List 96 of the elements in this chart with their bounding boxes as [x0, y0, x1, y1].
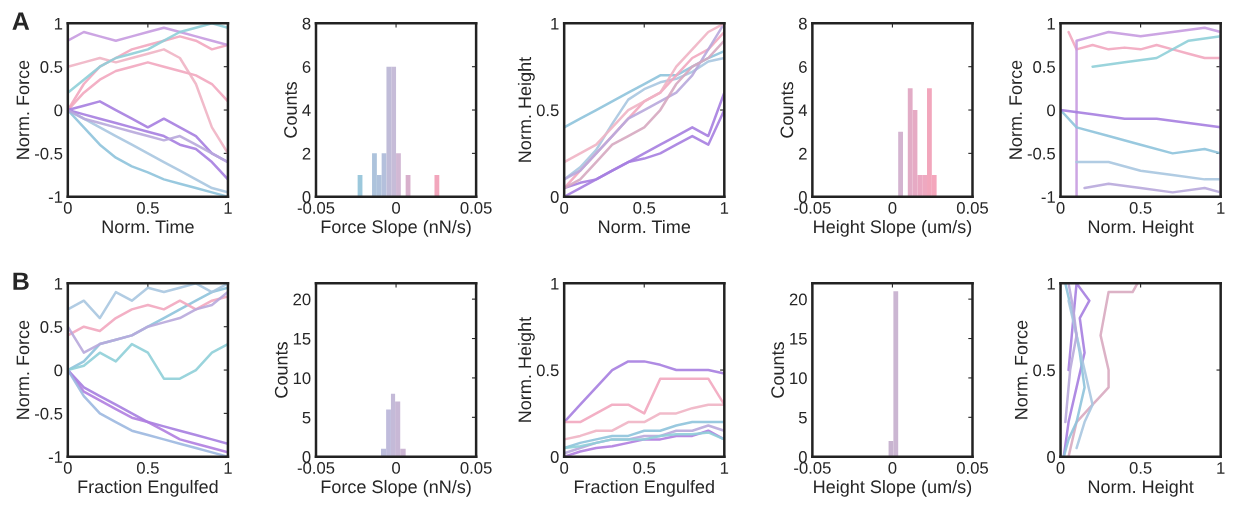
y-axis-title: Norm. Force	[16, 320, 30, 419]
x-tick-label: -0.05	[297, 202, 335, 214]
y-tick-label: 4	[302, 104, 311, 117]
y-tick-label: 1	[551, 17, 559, 30]
text: A	[12, 12, 30, 30]
y-tick-label: 1	[54, 17, 63, 30]
x-tick-label: 0	[392, 462, 401, 474]
y-axis-title: Norm. Height	[517, 56, 535, 162]
y-tick-label: 15	[293, 333, 311, 345]
x-axis-title: Height Slope (um/s)	[814, 219, 972, 237]
x-tick-label: -0.05	[794, 462, 831, 474]
y-axis-title: Counts	[780, 82, 794, 138]
y-tick-label: 2	[302, 147, 311, 160]
y-tick-label: 15	[790, 333, 807, 345]
x-tick-label: 0.5	[136, 462, 159, 474]
x-axis-title: Norm. Height	[1088, 479, 1194, 497]
text: B	[13, 272, 29, 290]
y-tick-label: 0	[302, 191, 311, 203]
x-tick-label: 1	[1217, 202, 1225, 214]
y-tick-label: 1	[1047, 277, 1055, 290]
y-tick-label: 1	[551, 277, 559, 290]
y-tick-label: 0	[798, 191, 807, 203]
y-tick-label: -1	[1041, 191, 1055, 203]
y-tick-label: 0	[54, 364, 63, 377]
x-tick-label: 0.05	[460, 202, 492, 214]
x-axis-title: Norm. Height	[1088, 219, 1194, 237]
y-tick-label: 0	[1047, 451, 1056, 463]
y-axis-title: Counts	[284, 82, 297, 138]
x-tick-label: 1	[224, 202, 232, 214]
x-tick-label: 0	[1056, 202, 1065, 214]
x-tick-label: 0	[888, 202, 897, 214]
y-tick-label: 0	[550, 191, 559, 203]
y-tick-label: 0	[54, 104, 63, 117]
y-tick-label: 0.5	[1033, 61, 1055, 73]
y-tick-label: 4	[798, 104, 808, 117]
x-axis-title: Fraction Engulfed	[574, 479, 714, 497]
x-axis-title: Force Slope (nN/s)	[321, 479, 471, 497]
y-tick-label: 0	[302, 451, 311, 463]
x-axis-title: Height Slope (um/s)	[814, 479, 972, 497]
y-axis-title: Norm. Height	[517, 317, 535, 422]
y-tick-label: 10	[293, 372, 311, 385]
x-tick-label: 0	[63, 202, 72, 214]
y-tick-label: -0.5	[34, 147, 63, 160]
x-tick-label: 0	[560, 202, 569, 214]
x-axis-title: Force Slope (nN/s)	[321, 219, 471, 237]
y-tick-label: 0.5	[40, 321, 63, 333]
y-axis-title: Norm. Force	[1014, 320, 1028, 419]
y-tick-label: 0.5	[1033, 364, 1055, 377]
y-axis-title: Norm. Force	[16, 60, 30, 159]
y-tick-label: 0.5	[40, 61, 63, 73]
y-axis-title: Norm. Force	[1009, 60, 1023, 159]
y-tick-label: -1	[48, 191, 63, 203]
x-tick-label: 0.5	[136, 202, 159, 214]
y-tick-label: -0.5	[1027, 147, 1055, 160]
y-tick-label: 10	[790, 372, 807, 385]
x-tick-label: 0.5	[1129, 202, 1152, 214]
x-tick-label: 0	[1056, 462, 1065, 474]
y-tick-label: 1	[1047, 17, 1055, 30]
y-tick-label: 1	[54, 277, 63, 290]
x-tick-label: 1	[720, 202, 729, 214]
y-tick-label: -0.5	[34, 407, 63, 420]
y-tick-label: 8	[798, 17, 807, 30]
x-tick-label: 0	[63, 462, 72, 474]
x-tick-label: 0.05	[956, 202, 989, 214]
x-tick-label: 0.5	[1129, 462, 1152, 474]
y-tick-label: 20	[789, 293, 807, 306]
y-tick-label: 0	[798, 451, 807, 463]
y-tick-label: 0.5	[536, 104, 559, 117]
x-axis-title: Norm. Time	[102, 219, 194, 234]
y-tick-label: 6	[302, 61, 311, 73]
x-tick-label: 1	[1217, 462, 1225, 474]
x-tick-label: 0.05	[460, 462, 492, 474]
x-tick-label: -0.05	[794, 202, 831, 214]
x-axis-title: Norm. Time	[599, 219, 691, 234]
x-tick-label: 0.5	[633, 462, 656, 474]
x-tick-label: 0	[888, 462, 897, 474]
y-axis-title: Counts	[771, 342, 785, 398]
x-tick-label: 0.5	[633, 202, 656, 214]
y-tick-label: 6	[799, 61, 807, 73]
y-tick-label: 2	[799, 147, 807, 160]
x-tick-label: 0.05	[956, 462, 989, 474]
y-tick-label: 0	[1047, 104, 1056, 117]
x-tick-label: 1	[224, 462, 232, 474]
y-tick-label: 0	[550, 451, 559, 463]
y-tick-label: 20	[293, 293, 311, 306]
x-tick-label: 1	[720, 462, 729, 474]
y-tick-label: 5	[798, 411, 807, 424]
x-axis-title: Fraction Engulfed	[78, 479, 218, 497]
x-tick-label: 0	[560, 462, 569, 474]
y-tick-label: 8	[302, 17, 311, 30]
y-tick-label: -1	[48, 451, 63, 463]
x-tick-label: 0	[392, 202, 401, 214]
x-tick-label: -0.05	[297, 462, 335, 474]
y-tick-label: 0.5	[536, 364, 559, 377]
y-axis-title: Counts	[274, 342, 288, 398]
y-tick-label: 5	[302, 411, 311, 424]
